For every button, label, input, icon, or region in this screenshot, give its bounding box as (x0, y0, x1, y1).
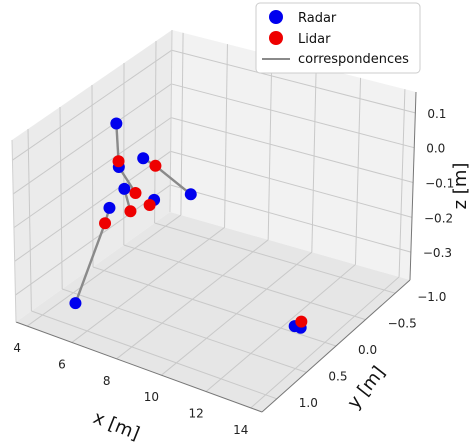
z-axis-line (409, 91, 417, 281)
box-edge (169, 29, 173, 213)
lidar-point (295, 315, 308, 328)
x-tick-label: 10 (144, 390, 159, 404)
radar-point (118, 182, 131, 195)
correspondence-line (115, 123, 120, 162)
y-tick-label: 0.5 (328, 369, 347, 383)
z-gridline (13, 117, 172, 229)
z-gridline (14, 150, 171, 262)
x-gridline (224, 44, 228, 228)
x-axis-label: x [m] (90, 407, 142, 444)
x-gridline (267, 55, 273, 240)
legend-radar-label: Radar (298, 11, 337, 26)
x-gridline (311, 66, 317, 253)
legend-lidar-marker (269, 31, 283, 45)
lidar-point (112, 155, 125, 168)
x-tick-label: 4 (13, 341, 21, 355)
correspondence-line (154, 164, 192, 196)
lidar-point (143, 199, 156, 212)
z-gridline (12, 49, 173, 161)
y-axis-label: y [m] (343, 362, 389, 413)
back-wall-pane (170, 30, 416, 280)
y-gridline (154, 40, 157, 224)
z-gridline (170, 117, 414, 184)
legend-radar-marker (269, 10, 283, 24)
y-gridline (123, 244, 366, 321)
y-gridline (154, 222, 396, 294)
radar-point (184, 188, 197, 201)
gridlines (12, 32, 416, 409)
y-tick-label: −0.5 (388, 317, 417, 331)
x-gridline (354, 77, 362, 265)
z-gridline (170, 150, 413, 218)
y-gridline (27, 128, 32, 312)
radar-point (110, 117, 123, 130)
legend-box (255, 2, 421, 74)
z-gridline (12, 83, 172, 195)
x-gridline (398, 89, 406, 277)
y-tick-label: −1.0 (417, 290, 446, 304)
floor-pane (16, 212, 410, 412)
z-tick-label: −0.2 (424, 211, 453, 225)
x-tick-label: 8 (103, 374, 111, 388)
lidar-point (149, 159, 162, 172)
box-edges (11, 29, 417, 413)
z-tick-label: −0.1 (425, 177, 454, 191)
z-tick-label: 0.0 (426, 142, 445, 156)
x-tick-label: 6 (58, 357, 66, 371)
radar-point (69, 297, 82, 310)
legend: Radar Lidar correspondences (255, 2, 421, 74)
z-gridline (171, 83, 415, 149)
lidar-point (99, 217, 112, 230)
box-edge (11, 139, 17, 323)
scatter-points (69, 117, 308, 334)
z-tick-label: 0.1 (427, 107, 446, 121)
y-gridline (59, 106, 63, 290)
y-axis-line (261, 279, 411, 413)
y-tick-label: 0.0 (358, 343, 377, 357)
x-axis-line (15, 321, 263, 413)
x-tick-label: 14 (233, 423, 248, 437)
y-gridline (31, 310, 277, 400)
radar-point (103, 201, 116, 214)
correspondence-line (74, 222, 107, 304)
radar-point (137, 152, 150, 165)
tick-labels: 4 6 8 10 12 14 −1.0−0.5 0.0 0.5 1.0 −0.3 −0.2 −0.1 0.… (13, 107, 454, 437)
z-gridline (170, 184, 412, 253)
x-gridline (180, 32, 184, 216)
lidar-point (124, 205, 137, 218)
y-gridline (92, 266, 337, 347)
x-tick-label: 12 (188, 407, 203, 421)
y-gridline (62, 288, 307, 373)
z-tick-label: −0.3 (423, 246, 452, 260)
legend-correspondences-label: correspondences (298, 52, 409, 67)
y-gridline (91, 84, 94, 268)
lidar-point (129, 187, 142, 200)
legend-lidar-label: Lidar (298, 32, 331, 47)
y-tick-label: 1.0 (299, 396, 318, 410)
z-axis-label: z [m] (450, 163, 471, 210)
z-gridline (171, 49, 416, 114)
